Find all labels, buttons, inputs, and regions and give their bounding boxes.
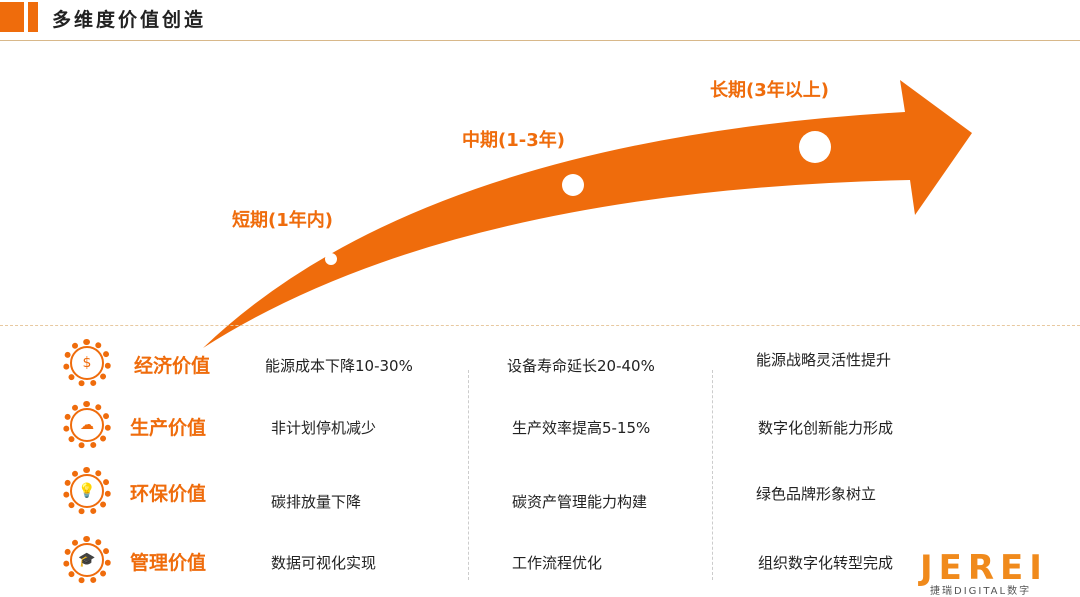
value-item: 碳资产管理能力构建 [512,493,648,511]
milestone-dot-mid [562,174,584,196]
phase-label-short: 短期(1年内) [232,210,333,231]
title-accent-bar-small [28,2,38,32]
value-item: 生产效率提高5-15% [512,419,651,437]
value-item: 绿色品牌形象树立 [756,485,877,503]
phase-label-long: 长期(3年以上) [710,80,829,101]
header-divider [0,40,1080,41]
value-item: 能源战略灵活性提升 [756,351,892,369]
page-title: 多维度价值创造 [52,9,207,31]
value-item: 数字化创新能力形成 [758,419,894,437]
arrow-shape [203,80,972,348]
category-label: 管理价值 [130,552,207,574]
value-item: 组织数字化转型完成 [758,554,894,572]
milestone-dot-short [325,253,337,265]
value-item: 数据可视化实现 [271,554,377,572]
phase-label-mid: 中期(1-3年) [462,130,565,151]
gear-icon-badge: ☁ [63,401,111,449]
graduation-cap-icon: 🎓 [70,543,104,577]
value-item: 碳排放量下降 [271,493,362,511]
section-divider [0,325,1080,326]
category-label: 环保价值 [130,483,207,505]
category-label: 生产价值 [130,417,207,439]
cloud-icon: ☁ [70,408,104,442]
category-label: 经济价值 [134,355,211,377]
lightbulb-icon: 💡 [70,474,104,508]
column-divider [468,370,469,580]
value-item: 非计划停机减少 [271,419,377,437]
value-item: 能源成本下降10-30% [265,357,413,375]
milestone-dot-long [799,131,831,163]
value-item: 设备寿命延长20-40% [507,357,655,375]
value-item: 工作流程优化 [512,554,603,572]
money-icon: $ [70,346,104,380]
logo-subtitle: 捷瑞DIGITAL数字 [930,586,1032,597]
title-accent-bar [0,2,24,32]
gear-icon-badge: 💡 [63,467,111,515]
gear-icon-badge: 🎓 [63,536,111,584]
logo: JEREI [920,548,1048,588]
gear-icon-badge: $ [63,339,111,387]
column-divider [712,370,713,580]
